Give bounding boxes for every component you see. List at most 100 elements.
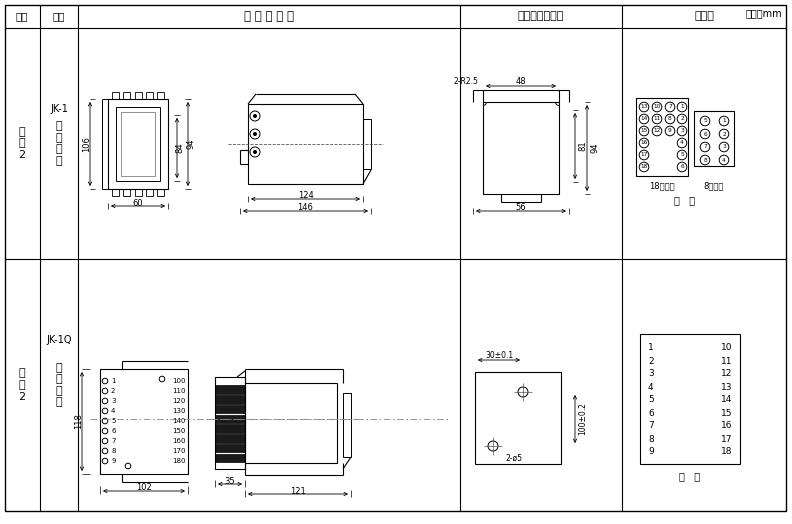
Circle shape [253,133,257,136]
Text: 16: 16 [641,140,648,146]
Text: 6: 6 [680,165,683,169]
Text: 8: 8 [111,448,116,454]
Bar [100,369,188,474]
Text: 18: 18 [721,447,732,456]
Text: 160: 160 [173,438,186,444]
Text: 110: 110 [173,388,186,394]
Text: 外 形 尺 寸 图: 外 形 尺 寸 图 [244,10,294,23]
Text: 2: 2 [680,116,683,122]
Bar [363,119,371,169]
Text: 8: 8 [703,158,707,162]
Bar [215,395,245,403]
Bar [215,386,245,394]
Text: 48: 48 [516,78,527,86]
Text: 9: 9 [111,458,116,464]
Text: 2: 2 [648,356,653,366]
Text: 100: 100 [173,378,186,384]
Text: 10: 10 [721,344,732,353]
Text: 14: 14 [640,116,648,122]
Text: 121: 121 [290,486,306,496]
Text: 150: 150 [173,428,186,434]
Text: 4: 4 [722,158,726,162]
Text: 12: 12 [653,128,661,134]
Bar [116,107,160,181]
Text: 56: 56 [516,203,527,213]
Text: 5: 5 [680,152,683,158]
Text: 1: 1 [111,378,116,384]
Text: 1: 1 [648,344,653,353]
Bar [108,99,168,189]
Text: 81: 81 [578,140,588,151]
Text: 4: 4 [648,383,653,391]
Circle shape [253,115,257,117]
Text: 15: 15 [721,409,732,418]
Text: 7: 7 [668,104,672,110]
Text: 7: 7 [648,421,653,431]
Text: 140: 140 [173,418,186,424]
Text: 14: 14 [721,396,732,405]
Text: 94: 94 [591,143,600,153]
Text: 结构: 结构 [53,12,65,21]
Text: 120: 120 [173,398,186,404]
Bar [248,104,363,184]
Text: 13: 13 [721,383,732,391]
Bar [636,98,688,176]
Bar [146,189,153,196]
Bar [135,189,142,196]
Text: 124: 124 [298,191,314,201]
Text: 30±0.1: 30±0.1 [485,352,513,361]
Text: 100±0.2: 100±0.2 [578,402,588,435]
Text: 2-ø5: 2-ø5 [505,453,522,463]
Bar [475,372,561,464]
Text: 6: 6 [703,132,706,136]
Text: 17: 17 [640,152,648,158]
Text: 附
图
2: 附 图 2 [18,127,25,160]
Text: 8: 8 [648,434,653,443]
Bar [245,383,337,463]
Text: 正   视: 正 视 [680,471,701,481]
Bar [215,434,245,442]
Text: 3: 3 [680,128,683,134]
Text: 背   视: 背 视 [675,195,695,205]
Text: 9: 9 [668,128,672,134]
Bar [215,444,245,452]
Text: 4: 4 [111,408,116,414]
Text: 11: 11 [653,116,661,122]
Text: 板
后
接
线: 板 后 接 线 [55,121,63,166]
Bar [135,92,142,99]
Text: 3: 3 [648,369,653,378]
Text: 13: 13 [640,104,648,110]
Text: 8点端子: 8点端子 [704,181,724,191]
Text: 5: 5 [648,396,653,405]
Text: 单位：mm: 单位：mm [745,8,782,18]
Text: 7: 7 [111,438,116,444]
Bar [215,414,245,423]
Text: 板
前
接
线: 板 前 接 线 [55,363,63,407]
Text: 170: 170 [173,448,186,454]
Circle shape [253,150,257,154]
Bar [121,112,155,176]
Text: 118: 118 [74,413,83,430]
Text: 1: 1 [680,104,683,110]
Text: 安装开孔尺寸图: 安装开孔尺寸图 [518,12,564,21]
Text: 6: 6 [111,428,116,434]
Text: 102: 102 [136,484,152,493]
Text: 2: 2 [111,388,116,394]
Text: 1: 1 [722,118,725,124]
Text: 6: 6 [648,409,653,418]
Text: 10: 10 [653,104,661,110]
Text: 84: 84 [176,143,185,153]
Text: 端子图: 端子图 [694,12,714,21]
Text: 130: 130 [173,408,186,414]
Text: 60: 60 [133,199,143,208]
Text: 图号: 图号 [16,12,29,21]
Bar [112,92,119,99]
Text: JK-1Q: JK-1Q [46,335,72,345]
Bar [112,189,119,196]
Text: 12: 12 [721,369,732,378]
Text: 5: 5 [111,418,116,424]
Text: 16: 16 [721,421,732,431]
Text: 18点端子: 18点端子 [649,181,675,191]
Text: 11: 11 [721,356,732,366]
Bar [157,189,164,196]
